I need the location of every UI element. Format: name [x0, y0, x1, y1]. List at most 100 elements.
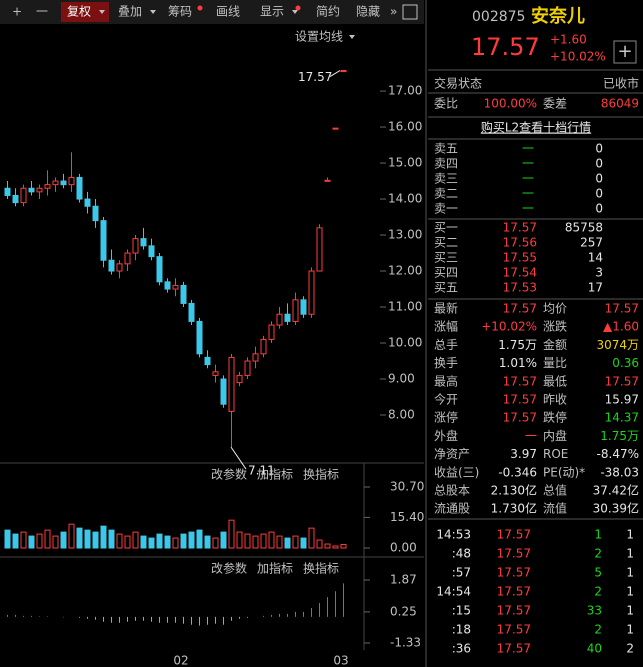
volume-bar	[68, 523, 75, 549]
label: 总手	[434, 338, 458, 352]
toolbar-button[interactable]: 简约	[316, 4, 340, 19]
label: 一	[522, 202, 534, 216]
fullscreen-icon[interactable]	[402, 4, 418, 20]
label: 002875	[472, 9, 525, 25]
volume-bar	[156, 533, 163, 549]
volume-bar	[172, 537, 179, 549]
toolbar-button[interactable]: 筹码	[168, 5, 192, 19]
candle-body	[220, 378, 227, 405]
label: 100.00%	[484, 97, 537, 111]
candle-body	[132, 238, 139, 254]
label: 最低	[543, 374, 567, 388]
panel-button[interactable]: 改参数	[211, 561, 247, 576]
candle-body	[12, 194, 19, 204]
candle-body	[276, 313, 283, 326]
active-button[interactable]	[61, 2, 109, 22]
volume-bar	[268, 531, 275, 549]
label: :18	[452, 623, 471, 637]
add-icon[interactable]: +	[617, 41, 632, 62]
toolbar-button[interactable]: 一	[36, 5, 48, 19]
label: 流通股	[434, 502, 470, 516]
label: 1	[626, 547, 634, 561]
candle-body	[20, 187, 27, 204]
volume-bar	[36, 533, 43, 549]
y-tick-label: 1.87	[390, 573, 417, 587]
low-label: 7.11	[248, 464, 275, 478]
label: 总股本	[434, 484, 470, 498]
label: 17.57	[605, 374, 639, 388]
label: 14:53	[436, 528, 471, 542]
panel-button[interactable]: 换指标	[303, 467, 339, 482]
more-icon[interactable]: »	[390, 5, 397, 19]
label: 17.57	[497, 547, 531, 561]
label: 1	[626, 585, 634, 599]
label: 买四	[434, 266, 458, 280]
add-button[interactable]	[613, 40, 637, 64]
volume-bar	[52, 535, 59, 549]
candle-body	[300, 299, 307, 315]
label: 买三	[434, 251, 458, 265]
volume-bar	[124, 535, 131, 549]
toolbar-button[interactable]: 画线	[216, 5, 240, 19]
panel-button[interactable]: 改参数	[211, 467, 247, 482]
toolbar-button[interactable]: 复权	[67, 5, 91, 19]
label: 1	[626, 604, 634, 618]
toolbar-button[interactable]: 显示	[260, 5, 284, 19]
dropdown-icon	[99, 10, 105, 14]
label: :48	[452, 547, 471, 561]
volume-bar	[76, 527, 83, 549]
volume-bar	[340, 544, 347, 549]
label: 33	[587, 604, 602, 618]
candle-body	[124, 252, 131, 265]
volume-bar	[116, 533, 123, 549]
volume-bar	[324, 543, 331, 549]
label: 1	[594, 528, 602, 542]
label: 安奈儿	[531, 5, 585, 27]
label: 1.75万	[498, 338, 537, 352]
candle-body	[284, 313, 291, 322]
label: 外盘	[434, 428, 458, 443]
candle-body	[340, 70, 347, 73]
label: 17.57	[503, 393, 537, 407]
label: -8.47%	[597, 447, 639, 461]
label: 0	[595, 187, 603, 201]
volume-bar	[20, 531, 27, 549]
label: 17.57	[605, 302, 639, 316]
volume-bar	[260, 533, 267, 549]
candle-body	[164, 281, 171, 290]
volume-bar	[196, 529, 203, 549]
label: 跌停	[543, 410, 567, 425]
label: 已收市	[603, 76, 639, 91]
label: 5	[594, 566, 602, 580]
volume-bar	[228, 519, 235, 549]
annotation-arrow	[329, 70, 341, 77]
label: 17.57	[497, 604, 531, 618]
annotation-arrow	[230, 446, 247, 470]
y-tick-label: 15.40	[390, 510, 424, 524]
label: 17.57	[503, 221, 537, 235]
panel-button[interactable]: 加指标	[257, 467, 293, 482]
panel-button[interactable]: 换指标	[303, 561, 339, 576]
candle-body	[244, 360, 251, 376]
volume-bar	[132, 531, 139, 549]
volume-bar	[164, 535, 171, 549]
volume-bar	[204, 535, 211, 549]
y-tick-label: 12.00	[388, 264, 422, 278]
label: 卖一	[434, 202, 458, 216]
y-tick-label: 16.00	[388, 120, 422, 134]
ma-setting[interactable]: 设置均线	[295, 30, 343, 44]
label: 最高	[434, 373, 458, 388]
toolbar-button[interactable]: 隐藏	[356, 5, 380, 19]
volume-bar	[212, 537, 219, 549]
toolbar-button[interactable]: 叠加	[118, 5, 142, 19]
label: 2	[594, 547, 602, 561]
label: 换手	[434, 356, 458, 370]
volume-bar	[148, 537, 155, 549]
volume-bar	[84, 529, 91, 549]
y-tick-label: 17.00	[388, 84, 422, 98]
toolbar-button[interactable]: +	[12, 5, 22, 19]
l2-link[interactable]: 购买L2查看十档行情	[481, 120, 591, 135]
dropdown-icon	[292, 10, 298, 14]
y-tick-label: 10.00	[388, 336, 422, 350]
panel-button[interactable]: 加指标	[257, 561, 293, 576]
